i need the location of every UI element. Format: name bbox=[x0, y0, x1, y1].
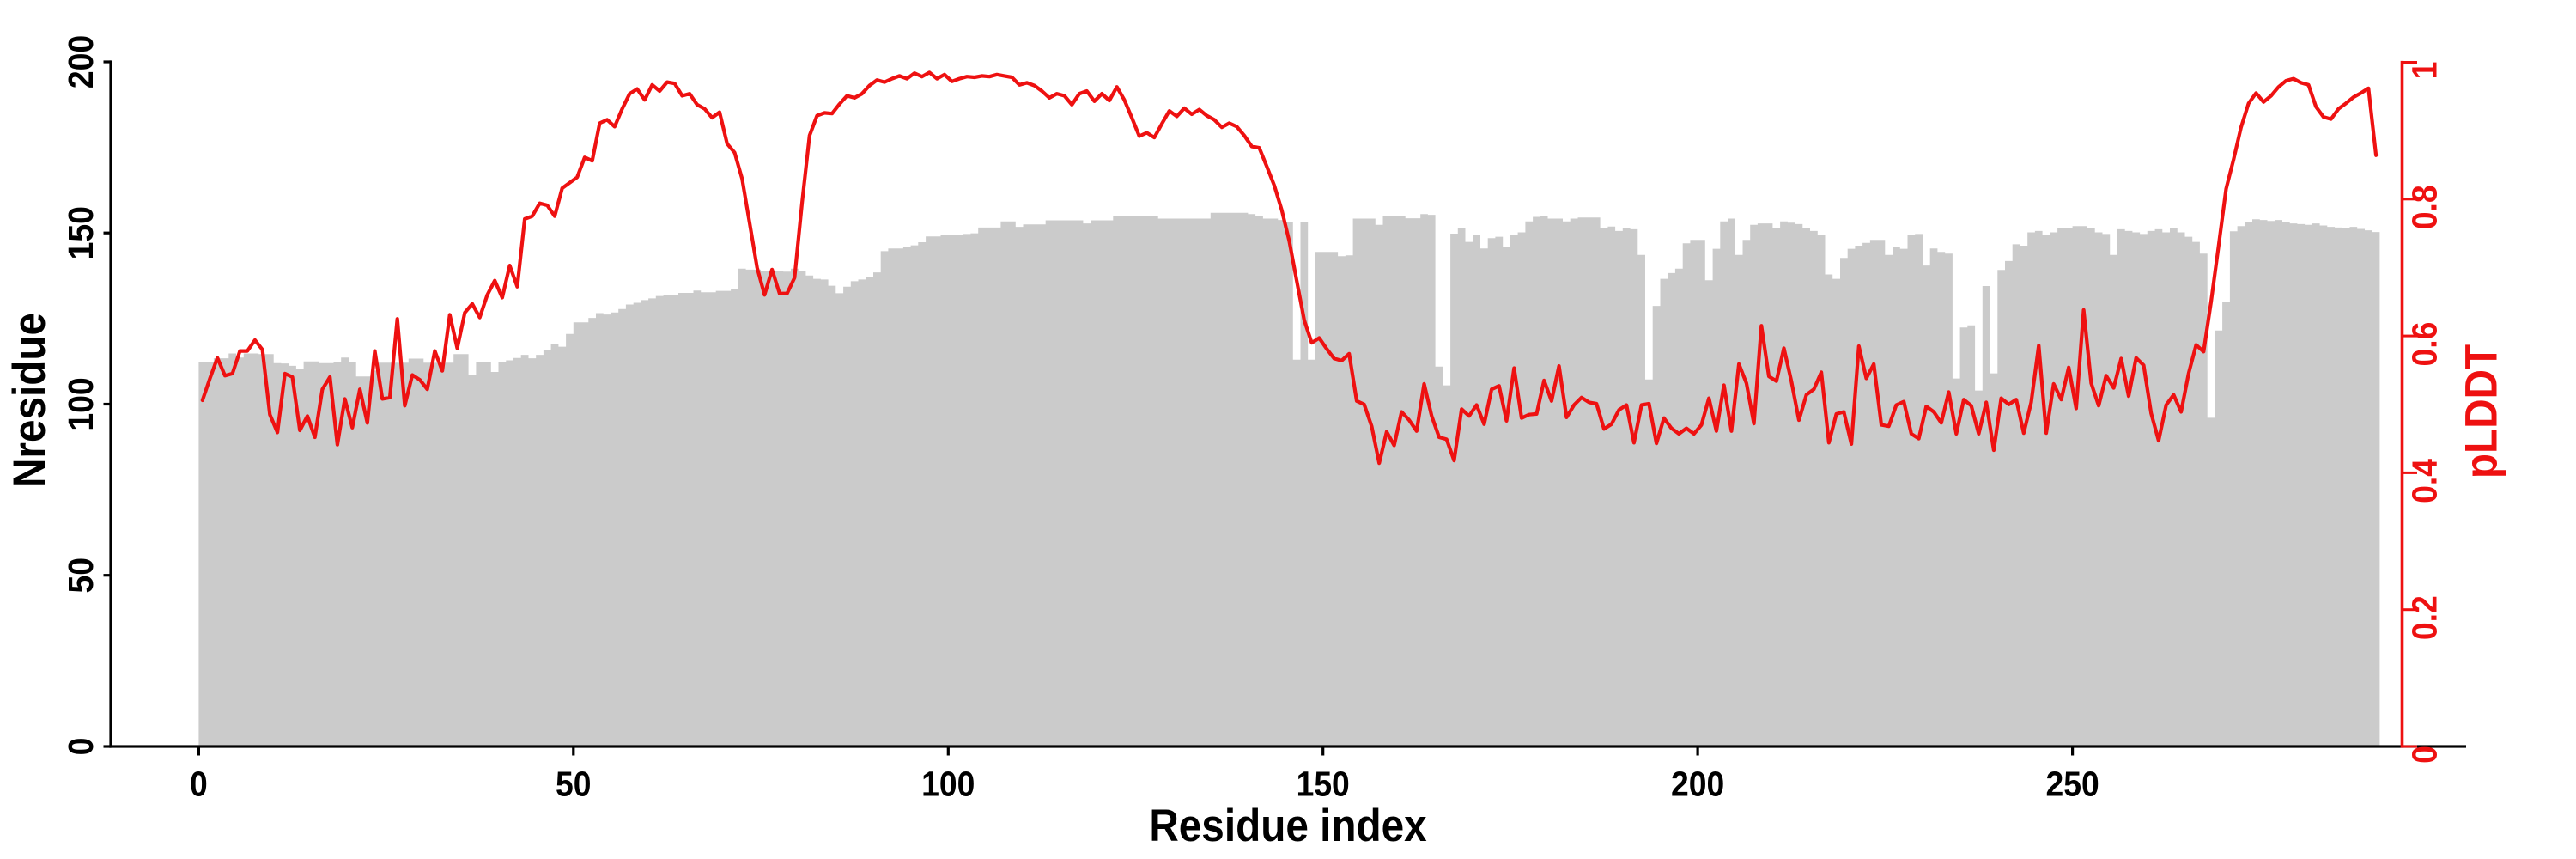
svg-text:200: 200 bbox=[1671, 765, 1724, 804]
svg-text:150: 150 bbox=[1297, 765, 1350, 804]
svg-text:100: 100 bbox=[63, 377, 101, 430]
svg-text:150: 150 bbox=[63, 206, 101, 259]
svg-text:Residue index: Residue index bbox=[1149, 800, 1426, 851]
svg-text:0.8: 0.8 bbox=[2406, 185, 2445, 229]
svg-text:Nresidue: Nresidue bbox=[3, 313, 55, 488]
svg-text:50: 50 bbox=[556, 765, 591, 804]
svg-text:0.4: 0.4 bbox=[2406, 459, 2445, 503]
svg-text:0: 0 bbox=[63, 738, 101, 756]
svg-text:0.2: 0.2 bbox=[2406, 595, 2445, 640]
svg-text:50: 50 bbox=[63, 557, 101, 593]
svg-text:250: 250 bbox=[2045, 765, 2099, 804]
svg-text:0.6: 0.6 bbox=[2406, 322, 2445, 367]
svg-text:200: 200 bbox=[63, 35, 101, 88]
svg-text:1: 1 bbox=[2406, 62, 2445, 80]
svg-text:pLDDT: pLDDT bbox=[2455, 344, 2506, 478]
svg-text:100: 100 bbox=[921, 765, 975, 804]
svg-text:0: 0 bbox=[2406, 746, 2445, 764]
svg-text:0: 0 bbox=[190, 765, 208, 804]
